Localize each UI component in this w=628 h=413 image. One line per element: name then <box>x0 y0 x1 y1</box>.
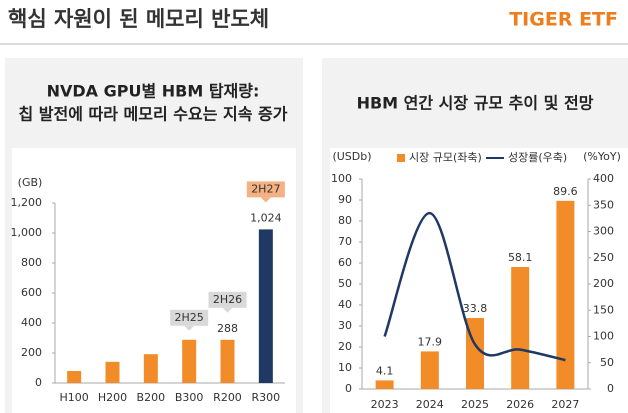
legend-swatch <box>397 154 405 162</box>
x-tick-label: R300 <box>252 391 281 404</box>
x-tick-label: H200 <box>98 391 127 404</box>
y2-unit: (%YoY) <box>583 150 621 163</box>
annotation-arrow <box>260 197 271 203</box>
annotation: 2H26 <box>213 293 242 306</box>
y2-tick-label: 200 <box>593 277 614 290</box>
x-tick-label: 2027 <box>551 398 579 411</box>
y-unit: (USDb) <box>332 150 371 163</box>
y-tick-label: 80 <box>338 214 352 227</box>
x-tick-label: 2023 <box>371 398 399 411</box>
bar <box>556 200 575 389</box>
y-tick-label: 50 <box>338 277 352 290</box>
legend-label: 성장률(우축) <box>508 151 567 164</box>
value-label: 288 <box>217 322 238 335</box>
bar <box>375 380 394 389</box>
annotation-arrow <box>184 325 195 331</box>
y2-tick-label: 100 <box>593 330 614 343</box>
y-tick-label: 800 <box>21 256 42 269</box>
y-tick-label: 100 <box>331 172 352 185</box>
bar <box>420 351 439 389</box>
y2-tick-label: 350 <box>593 198 614 211</box>
chart-title: 칩 발전에 따라 메모리 수요는 지속 증가 <box>19 105 288 124</box>
y-tick-label: 10 <box>338 361 352 374</box>
y-unit: (GB) <box>18 176 43 189</box>
page-title: 핵심 자원이 된 메모리 반도체 <box>8 7 269 31</box>
y-tick-label: 0 <box>345 382 352 395</box>
y-tick-label: 1,000 <box>11 226 43 239</box>
chart-title: HBM 연간 시장 규모 추이 및 전망 <box>357 94 594 113</box>
value-label: 89.6 <box>553 185 578 198</box>
y2-tick-label: 150 <box>593 303 614 316</box>
bar <box>67 371 82 383</box>
x-tick-label: B200 <box>137 391 166 404</box>
value-label: 1,024 <box>250 211 282 224</box>
y-tick-label: 90 <box>338 193 352 206</box>
bar <box>511 266 530 389</box>
x-tick-label: 2025 <box>461 398 489 411</box>
y2-tick-label: 300 <box>593 225 614 238</box>
annotation-box <box>170 309 209 326</box>
x-tick-label: 2026 <box>506 398 534 411</box>
annotation-box <box>208 291 247 308</box>
y-tick-label: 0 <box>35 376 42 389</box>
x-tick-label: 2024 <box>416 398 444 411</box>
annotation: 2H25 <box>175 311 204 324</box>
chart-title: NVDA GPU별 HBM 탑재량: <box>47 82 260 101</box>
annotation-arrow <box>222 307 233 313</box>
legend-label: 시장 규모(좌축) <box>409 151 482 164</box>
y-tick-label: 30 <box>338 319 352 332</box>
y-tick-label: 400 <box>21 316 42 329</box>
y2-tick-label: 50 <box>600 356 614 369</box>
bar <box>182 339 197 383</box>
value-label: 4.1 <box>376 364 394 377</box>
y2-tick-label: 0 <box>607 382 614 395</box>
bar <box>258 229 273 383</box>
value-label: 33.8 <box>463 302 488 315</box>
value-label: 58.1 <box>508 251 533 264</box>
x-tick-label: H100 <box>60 391 89 404</box>
x-tick-label: R200 <box>213 391 242 404</box>
y-tick-label: 600 <box>21 286 42 299</box>
logo: TIGER ETF <box>509 9 618 31</box>
y-tick-label: 1,200 <box>11 196 43 209</box>
y-tick-label: 60 <box>338 256 352 269</box>
y-tick-label: 20 <box>338 340 352 353</box>
annotation-box <box>246 181 285 198</box>
value-label: 17.9 <box>418 335 443 348</box>
bar <box>105 361 120 383</box>
bar <box>143 354 158 383</box>
y2-tick-label: 400 <box>593 172 614 185</box>
y-tick-label: 70 <box>338 235 352 248</box>
y2-tick-label: 250 <box>593 251 614 264</box>
bar <box>220 339 235 383</box>
y-tick-label: 200 <box>21 346 42 359</box>
y-tick-label: 40 <box>338 298 352 311</box>
line <box>383 211 566 362</box>
x-tick-label: B300 <box>175 391 204 404</box>
annotation: 2H27 <box>251 182 280 195</box>
